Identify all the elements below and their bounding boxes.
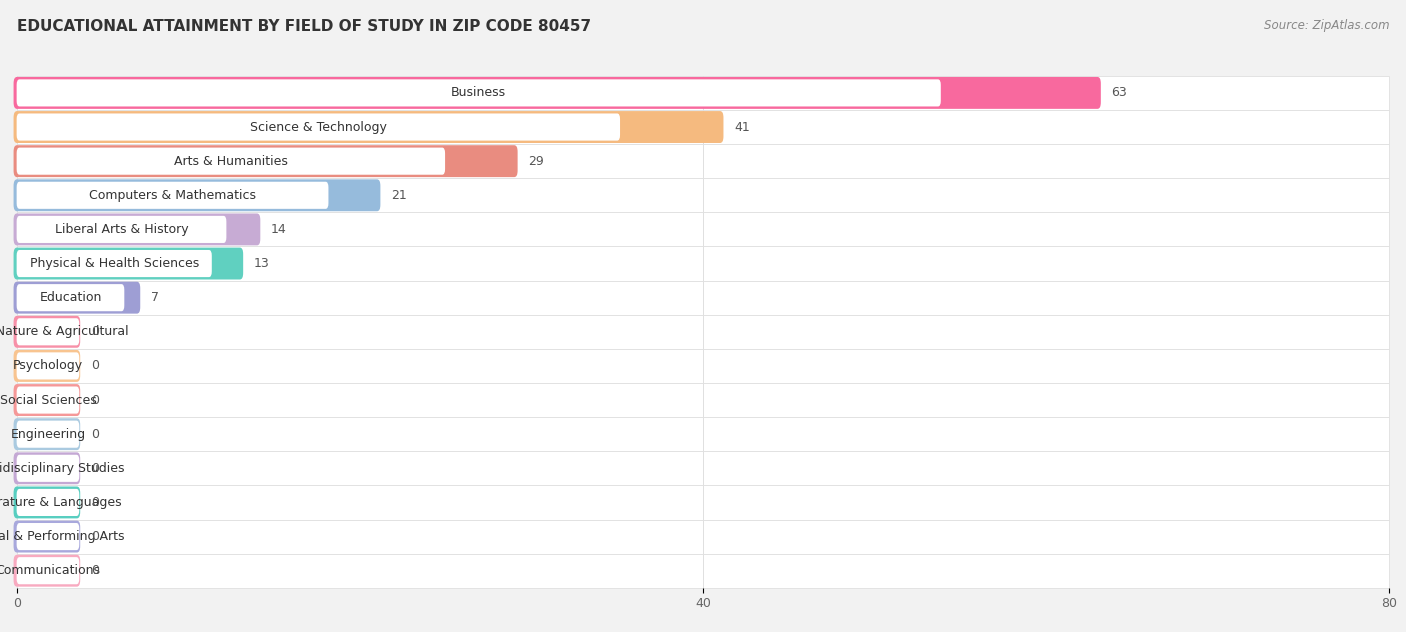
FancyBboxPatch shape [17, 76, 1389, 110]
FancyBboxPatch shape [17, 520, 1389, 554]
Text: Multidisciplinary Studies: Multidisciplinary Studies [0, 462, 124, 475]
Text: 0: 0 [90, 360, 98, 372]
FancyBboxPatch shape [17, 246, 1389, 281]
FancyBboxPatch shape [17, 148, 446, 174]
FancyBboxPatch shape [17, 554, 1389, 588]
Text: Business: Business [451, 87, 506, 99]
Text: 0: 0 [90, 530, 98, 543]
FancyBboxPatch shape [17, 212, 1389, 246]
FancyBboxPatch shape [17, 114, 620, 140]
Text: Arts & Humanities: Arts & Humanities [174, 155, 288, 167]
FancyBboxPatch shape [14, 145, 517, 177]
FancyBboxPatch shape [14, 521, 80, 552]
FancyBboxPatch shape [14, 179, 381, 211]
Text: Psychology: Psychology [13, 360, 83, 372]
FancyBboxPatch shape [14, 555, 80, 586]
FancyBboxPatch shape [17, 216, 226, 243]
FancyBboxPatch shape [14, 214, 260, 245]
Text: Bio, Nature & Agricultural: Bio, Nature & Agricultural [0, 325, 128, 338]
Text: 0: 0 [90, 564, 98, 577]
Text: 0: 0 [90, 394, 98, 406]
Text: Source: ZipAtlas.com: Source: ZipAtlas.com [1264, 19, 1389, 32]
Text: 21: 21 [391, 189, 406, 202]
FancyBboxPatch shape [17, 557, 79, 584]
FancyBboxPatch shape [14, 111, 724, 143]
Text: 14: 14 [271, 223, 287, 236]
Text: Physical & Health Sciences: Physical & Health Sciences [30, 257, 198, 270]
FancyBboxPatch shape [17, 315, 1389, 349]
FancyBboxPatch shape [14, 453, 80, 484]
FancyBboxPatch shape [17, 485, 1389, 520]
Text: Engineering: Engineering [10, 428, 86, 441]
Text: EDUCATIONAL ATTAINMENT BY FIELD OF STUDY IN ZIP CODE 80457: EDUCATIONAL ATTAINMENT BY FIELD OF STUDY… [17, 19, 591, 34]
FancyBboxPatch shape [17, 451, 1389, 485]
FancyBboxPatch shape [14, 418, 80, 450]
FancyBboxPatch shape [14, 248, 243, 279]
Text: 13: 13 [253, 257, 270, 270]
FancyBboxPatch shape [17, 383, 1389, 417]
Text: 0: 0 [90, 428, 98, 441]
FancyBboxPatch shape [17, 455, 79, 482]
FancyBboxPatch shape [14, 316, 80, 348]
Text: Liberal Arts & History: Liberal Arts & History [55, 223, 188, 236]
Text: 41: 41 [734, 121, 749, 133]
Text: 0: 0 [90, 496, 98, 509]
FancyBboxPatch shape [14, 350, 80, 382]
FancyBboxPatch shape [17, 281, 1389, 315]
FancyBboxPatch shape [14, 487, 80, 518]
FancyBboxPatch shape [17, 319, 79, 345]
FancyBboxPatch shape [17, 523, 79, 550]
Text: Education: Education [39, 291, 101, 304]
FancyBboxPatch shape [17, 182, 329, 209]
FancyBboxPatch shape [17, 349, 1389, 383]
FancyBboxPatch shape [17, 250, 212, 277]
Text: Social Sciences: Social Sciences [0, 394, 97, 406]
FancyBboxPatch shape [14, 384, 80, 416]
FancyBboxPatch shape [17, 110, 1389, 144]
Text: 0: 0 [90, 462, 98, 475]
Text: 0: 0 [90, 325, 98, 338]
FancyBboxPatch shape [17, 421, 79, 447]
FancyBboxPatch shape [17, 387, 79, 413]
Text: 7: 7 [150, 291, 159, 304]
Text: 29: 29 [529, 155, 544, 167]
Text: 63: 63 [1111, 87, 1128, 99]
Text: Visual & Performing Arts: Visual & Performing Arts [0, 530, 124, 543]
FancyBboxPatch shape [14, 282, 141, 313]
FancyBboxPatch shape [17, 80, 941, 106]
FancyBboxPatch shape [17, 417, 1389, 451]
FancyBboxPatch shape [17, 489, 79, 516]
Text: Literature & Languages: Literature & Languages [0, 496, 122, 509]
FancyBboxPatch shape [17, 144, 1389, 178]
FancyBboxPatch shape [17, 284, 124, 311]
Text: Communications: Communications [0, 564, 100, 577]
FancyBboxPatch shape [14, 77, 1101, 109]
FancyBboxPatch shape [17, 353, 79, 379]
Text: Computers & Mathematics: Computers & Mathematics [89, 189, 256, 202]
Text: Science & Technology: Science & Technology [250, 121, 387, 133]
FancyBboxPatch shape [17, 178, 1389, 212]
